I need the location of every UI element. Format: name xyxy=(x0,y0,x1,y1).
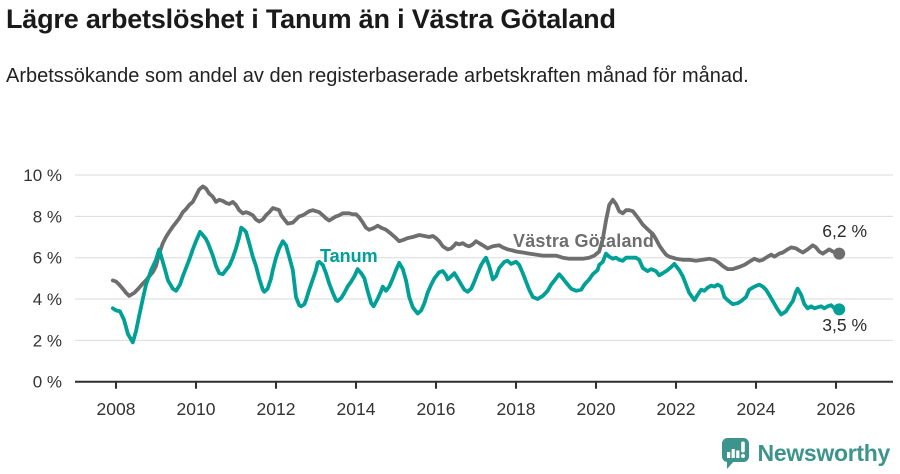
x-tick-label: 2016 xyxy=(417,399,456,419)
x-tick-label: 2020 xyxy=(577,399,616,419)
value-label-vastra-gotaland: 6,2 % xyxy=(822,221,867,241)
end-dot-tanum xyxy=(833,303,846,316)
newsworthy-logo: Newsworthy xyxy=(721,436,890,470)
x-tick-label: 2008 xyxy=(97,399,136,419)
page-title: Lägre arbetslöshet i Tanum än i Västra G… xyxy=(6,4,616,34)
series-label-vastra-gotaland: Västra Götaland xyxy=(513,231,655,251)
x-tick-label: 2018 xyxy=(497,399,536,419)
series-label-tanum: Tanum xyxy=(320,246,378,266)
newsworthy-brand-text: Newsworthy xyxy=(757,439,891,466)
y-tick-label: 0 % xyxy=(33,373,62,392)
x-tick-label: 2026 xyxy=(817,399,856,419)
y-tick-label: 6 % xyxy=(33,249,62,268)
x-tick-label: 2012 xyxy=(257,399,296,419)
chart-bubble-icon xyxy=(721,437,749,469)
series-line-tanum xyxy=(110,225,842,345)
page-subtitle: Arbetssökande som andel av den registerb… xyxy=(6,65,749,87)
x-tick-label: 2024 xyxy=(737,399,776,419)
y-tick-label: 4 % xyxy=(33,290,62,309)
y-tick-label: 10 % xyxy=(23,166,62,185)
y-tick-label: 2 % xyxy=(33,331,62,350)
x-tick-label: 2010 xyxy=(177,399,216,419)
x-tick-label: 2022 xyxy=(657,399,696,419)
x-tick-label: 2014 xyxy=(337,399,376,419)
y-tick-label: 8 % xyxy=(33,207,62,226)
series-line-v-stra-g-taland xyxy=(110,184,842,298)
value-label-tanum: 3,5 % xyxy=(822,315,867,335)
end-dot-v-stra-g-taland xyxy=(833,247,846,260)
